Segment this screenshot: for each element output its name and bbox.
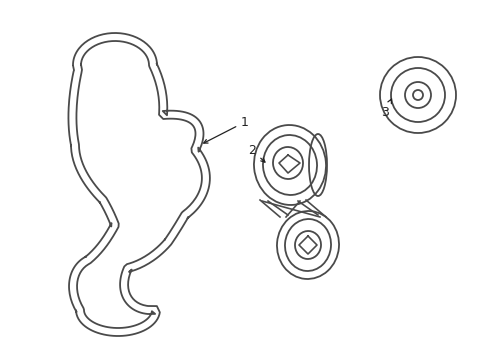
Text: 1: 1: [203, 116, 248, 143]
Text: 3: 3: [380, 99, 390, 118]
Text: 2: 2: [247, 144, 264, 162]
